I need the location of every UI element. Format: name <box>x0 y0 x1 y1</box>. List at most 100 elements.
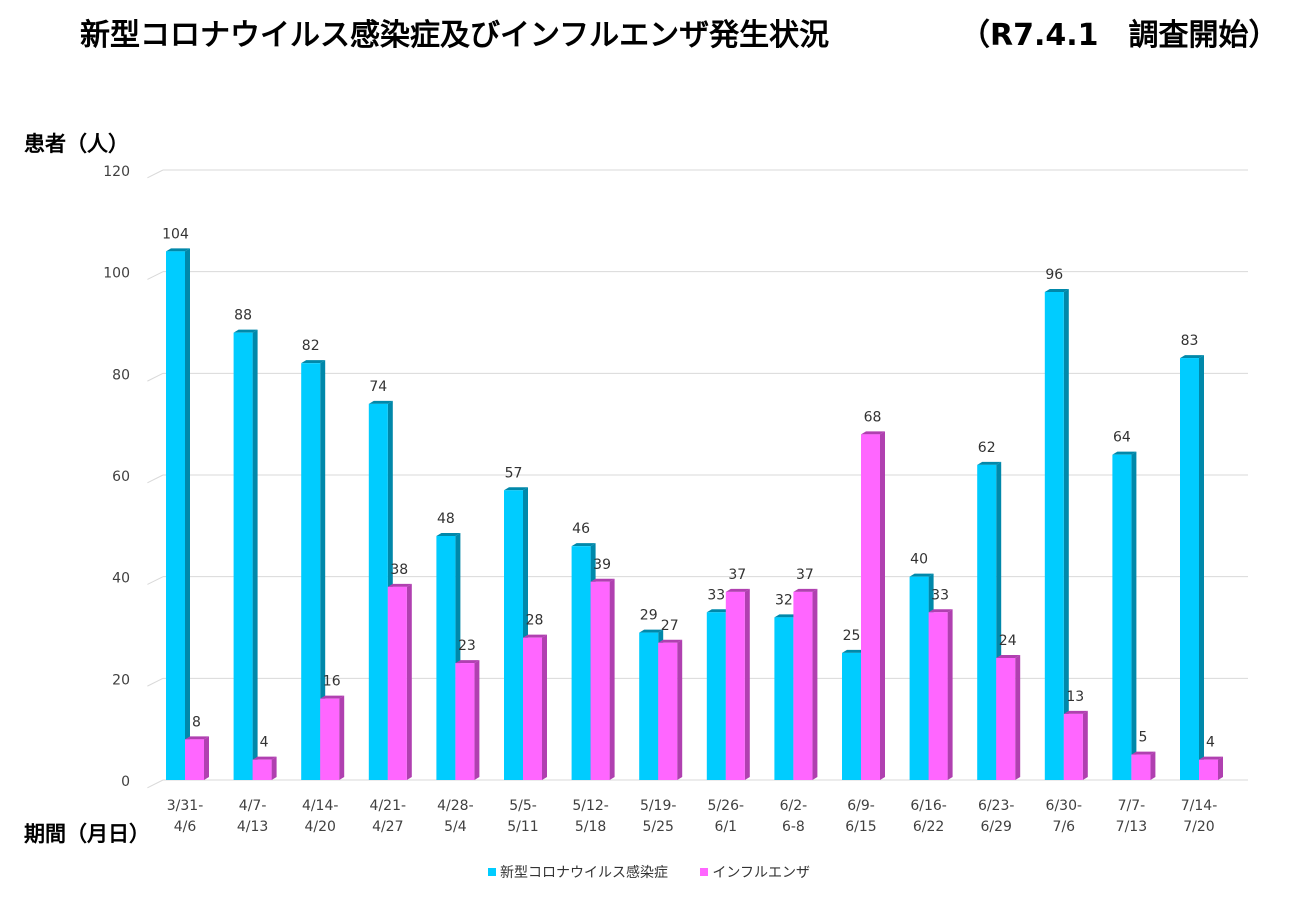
covid-bar-top <box>639 629 664 633</box>
covid-bar <box>233 332 253 780</box>
flu-bar-top <box>793 588 818 592</box>
covid-data-label: 33 <box>707 587 725 603</box>
y-axis-title: 患者（人） <box>24 132 129 156</box>
flu-bar <box>725 591 745 780</box>
flu-bar-top <box>928 609 953 613</box>
covid-bar-top <box>301 360 326 364</box>
flu-bar <box>658 642 678 780</box>
legend-item-covid: 新型コロナウイルス感染症 <box>487 862 668 882</box>
flu-bar <box>590 581 610 780</box>
flu-bar-side <box>1218 756 1223 780</box>
covid-data-label: 25 <box>843 628 861 644</box>
x-tick-label: 4/14- <box>302 798 339 814</box>
x-tick-label: 4/13 <box>237 819 268 835</box>
gridline-depth <box>147 779 164 789</box>
flu-bar <box>1131 754 1151 780</box>
x-tick-label: 4/21- <box>370 798 407 814</box>
flu-data-label: 16 <box>323 674 341 690</box>
flu-bar-side <box>609 578 615 780</box>
covid-bar <box>909 576 929 780</box>
flu-bar <box>455 663 475 780</box>
flu-bar <box>252 759 272 780</box>
flu-bar-side <box>542 634 547 780</box>
covid-bar-top <box>1112 451 1137 455</box>
flu-data-label: 8 <box>192 714 201 730</box>
gridline-depth <box>147 271 164 280</box>
flu-bar-top <box>1131 751 1156 755</box>
flu-bar <box>793 591 813 780</box>
covid-data-label: 29 <box>640 608 658 624</box>
flu-bar-side <box>474 660 480 780</box>
flu-data-label: 13 <box>1066 689 1084 705</box>
legend-swatch-flu <box>700 868 709 876</box>
legend-label-flu: インフルエンザ <box>712 865 811 881</box>
y-tick-label: 40 <box>112 571 130 587</box>
y-tick-label: 20 <box>112 672 130 688</box>
covid-data-label: 96 <box>1045 267 1063 283</box>
x-tick-label: 6/22 <box>913 819 944 835</box>
x-tick-label: 6/16- <box>910 798 947 814</box>
flu-bar <box>928 612 948 780</box>
flu-bar-top <box>523 634 547 638</box>
flu-bar-top <box>185 736 209 740</box>
flu-bar-top <box>320 695 345 699</box>
covid-bar-side <box>185 248 190 781</box>
covid-bar-top <box>977 461 1002 465</box>
covid-bar <box>368 403 388 780</box>
covid-bar-top <box>368 400 393 404</box>
flu-bar-side <box>744 588 750 780</box>
flu-bar-top <box>252 756 277 760</box>
covid-data-label: 57 <box>505 465 523 481</box>
covid-bar-top <box>436 533 461 536</box>
covid-data-label: 104 <box>162 226 189 242</box>
x-tick-label: 5/4 <box>444 819 467 835</box>
x-tick-label: 4/28- <box>437 798 474 814</box>
covid-bar-side <box>1199 355 1204 780</box>
flu-data-label: 37 <box>796 567 814 583</box>
flu-bar <box>523 637 542 780</box>
flu-bar-top <box>658 639 683 643</box>
covid-bar-top <box>166 248 190 252</box>
covid-data-label: 40 <box>910 552 928 568</box>
flu-bar-side <box>271 756 277 780</box>
flu-data-label: 68 <box>864 409 882 425</box>
covid-bar <box>571 546 591 780</box>
covid-bar-top <box>774 614 799 618</box>
flu-bar-top <box>996 655 1021 658</box>
flu-bar-top <box>387 583 412 587</box>
flu-data-label: 38 <box>390 562 408 578</box>
x-tick-label: 6/9- <box>847 798 875 814</box>
gridline-depth <box>147 372 164 382</box>
covid-bar-side <box>1063 289 1069 780</box>
covid-bar <box>1180 358 1199 780</box>
covid-bar-side <box>320 360 326 780</box>
covid-bar-top <box>842 649 866 653</box>
covid-bar <box>166 251 185 781</box>
x-axis-title: 期間（月日） <box>24 822 150 846</box>
x-tick-label: 4/20 <box>304 819 335 835</box>
x-tick-label: 4/6 <box>174 819 197 835</box>
chart-title-main: 新型コロナウイルス感染症及びインフルエンザ発生状況 <box>80 18 830 53</box>
y-tick-label: 100 <box>103 266 130 282</box>
covid-bar-top <box>1180 355 1204 359</box>
flu-data-label: 4 <box>260 735 269 751</box>
x-tick-label: 5/19- <box>640 798 677 814</box>
covid-bar <box>436 536 456 780</box>
covid-bar-side <box>1131 451 1137 780</box>
covid-bar-top <box>909 573 934 577</box>
covid-bar <box>1112 454 1132 780</box>
legend: 新型コロナウイルス感染症 インフルエンザ <box>0 862 1298 882</box>
covid-data-label: 32 <box>775 592 793 608</box>
x-tick-label: 5/5- <box>509 798 537 814</box>
x-tick-label: 6/1 <box>715 819 738 835</box>
flu-bar-side <box>1082 710 1088 780</box>
covid-bar <box>774 617 794 780</box>
x-tick-label: 5/26- <box>708 798 745 814</box>
covid-data-label: 46 <box>572 521 590 537</box>
covid-bar <box>977 464 997 780</box>
flu-bar-side <box>947 609 953 780</box>
x-tick-label: 4/27 <box>372 819 403 835</box>
flu-data-label: 27 <box>661 618 679 634</box>
covid-data-label: 74 <box>369 379 387 395</box>
covid-bar <box>1044 292 1064 780</box>
